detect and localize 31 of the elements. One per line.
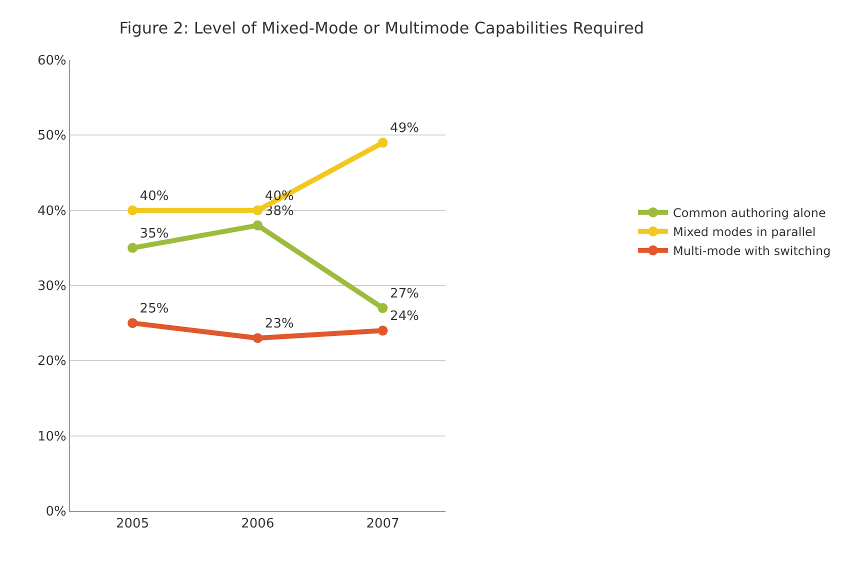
data-label: 23% bbox=[264, 316, 294, 332]
point bbox=[378, 326, 388, 336]
data-label: 40% bbox=[140, 188, 169, 204]
data-label: 25% bbox=[140, 302, 169, 317]
y-tick-label: 40% bbox=[37, 204, 66, 219]
point bbox=[378, 303, 388, 314]
data-label: 38% bbox=[264, 204, 294, 219]
point bbox=[128, 318, 138, 328]
point bbox=[252, 205, 263, 216]
y-tick-label: 50% bbox=[37, 128, 66, 144]
point bbox=[252, 220, 263, 230]
legend-label: Common authoring alone bbox=[673, 206, 826, 220]
y-tick-label: 60% bbox=[37, 54, 66, 69]
x-tick-label: 2006 bbox=[241, 516, 274, 532]
point bbox=[378, 138, 388, 148]
point bbox=[128, 205, 138, 216]
x-tick-label: 2007 bbox=[366, 516, 400, 532]
data-label: 27% bbox=[390, 286, 419, 302]
point bbox=[128, 242, 138, 253]
data-label: 24% bbox=[390, 309, 419, 324]
legend-label: Multi-mode with switching bbox=[673, 244, 831, 258]
y-tick-label: 10% bbox=[37, 429, 66, 444]
chart-title: Figure 2: Level of Mixed-Mode or Multimode Capabilities Required bbox=[119, 18, 644, 38]
data-label: 35% bbox=[140, 226, 169, 242]
legend-label: Mixed modes in parallel bbox=[673, 225, 816, 240]
y-tick-label: 0% bbox=[46, 504, 66, 520]
y-tick-label: 30% bbox=[37, 279, 66, 294]
y-tick-label: 20% bbox=[37, 354, 66, 370]
data-label: 49% bbox=[390, 121, 419, 136]
point bbox=[252, 333, 263, 344]
x-tick-label: 2005 bbox=[116, 516, 150, 532]
